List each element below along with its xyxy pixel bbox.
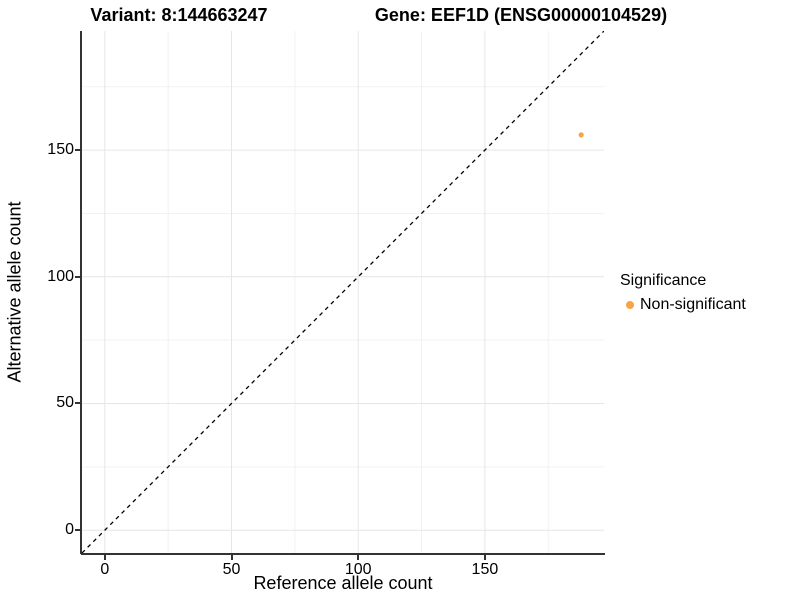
y-tick-label: 0 [65,521,74,539]
y-tick-label: 150 [47,141,74,159]
y-tick-label: 100 [47,267,74,285]
x-tick-mark [357,555,360,560]
plot-title-variant: Variant: 8:144663247 [90,5,268,25]
x-tick-label: 150 [471,561,499,578]
y-tick-mark [75,402,80,405]
y-tick-mark [75,275,80,278]
panel-canvas [82,31,604,553]
legend-item-label: Non-significant [640,296,746,313]
x-tick-mark [230,555,233,560]
plot-panel [82,31,604,553]
legend-item-non-significant: Non-significant [626,296,746,314]
legend-point-icon [626,301,634,309]
x-axis-line [81,553,605,555]
x-tick-label: 100 [344,561,372,578]
legend-title: Significance [620,272,707,289]
y-tick-mark [75,149,80,152]
x-axis-title: Reference allele count [253,573,433,593]
data-point [578,132,584,138]
x-tick-mark [103,555,106,560]
plot-title-gene: Gene: EEF1D (ENSG00000104529) [374,5,668,25]
identity-reference-line [82,31,604,553]
y-tick-label: 50 [56,394,74,412]
y-axis-title: Alternative allele count [4,201,25,383]
x-tick-label: 50 [222,561,241,578]
y-tick-mark [75,529,80,532]
legend: Significance Non-significant [620,272,746,314]
y-axis-line [80,31,82,554]
x-tick-mark [483,555,486,560]
x-tick-label: 0 [100,561,110,578]
